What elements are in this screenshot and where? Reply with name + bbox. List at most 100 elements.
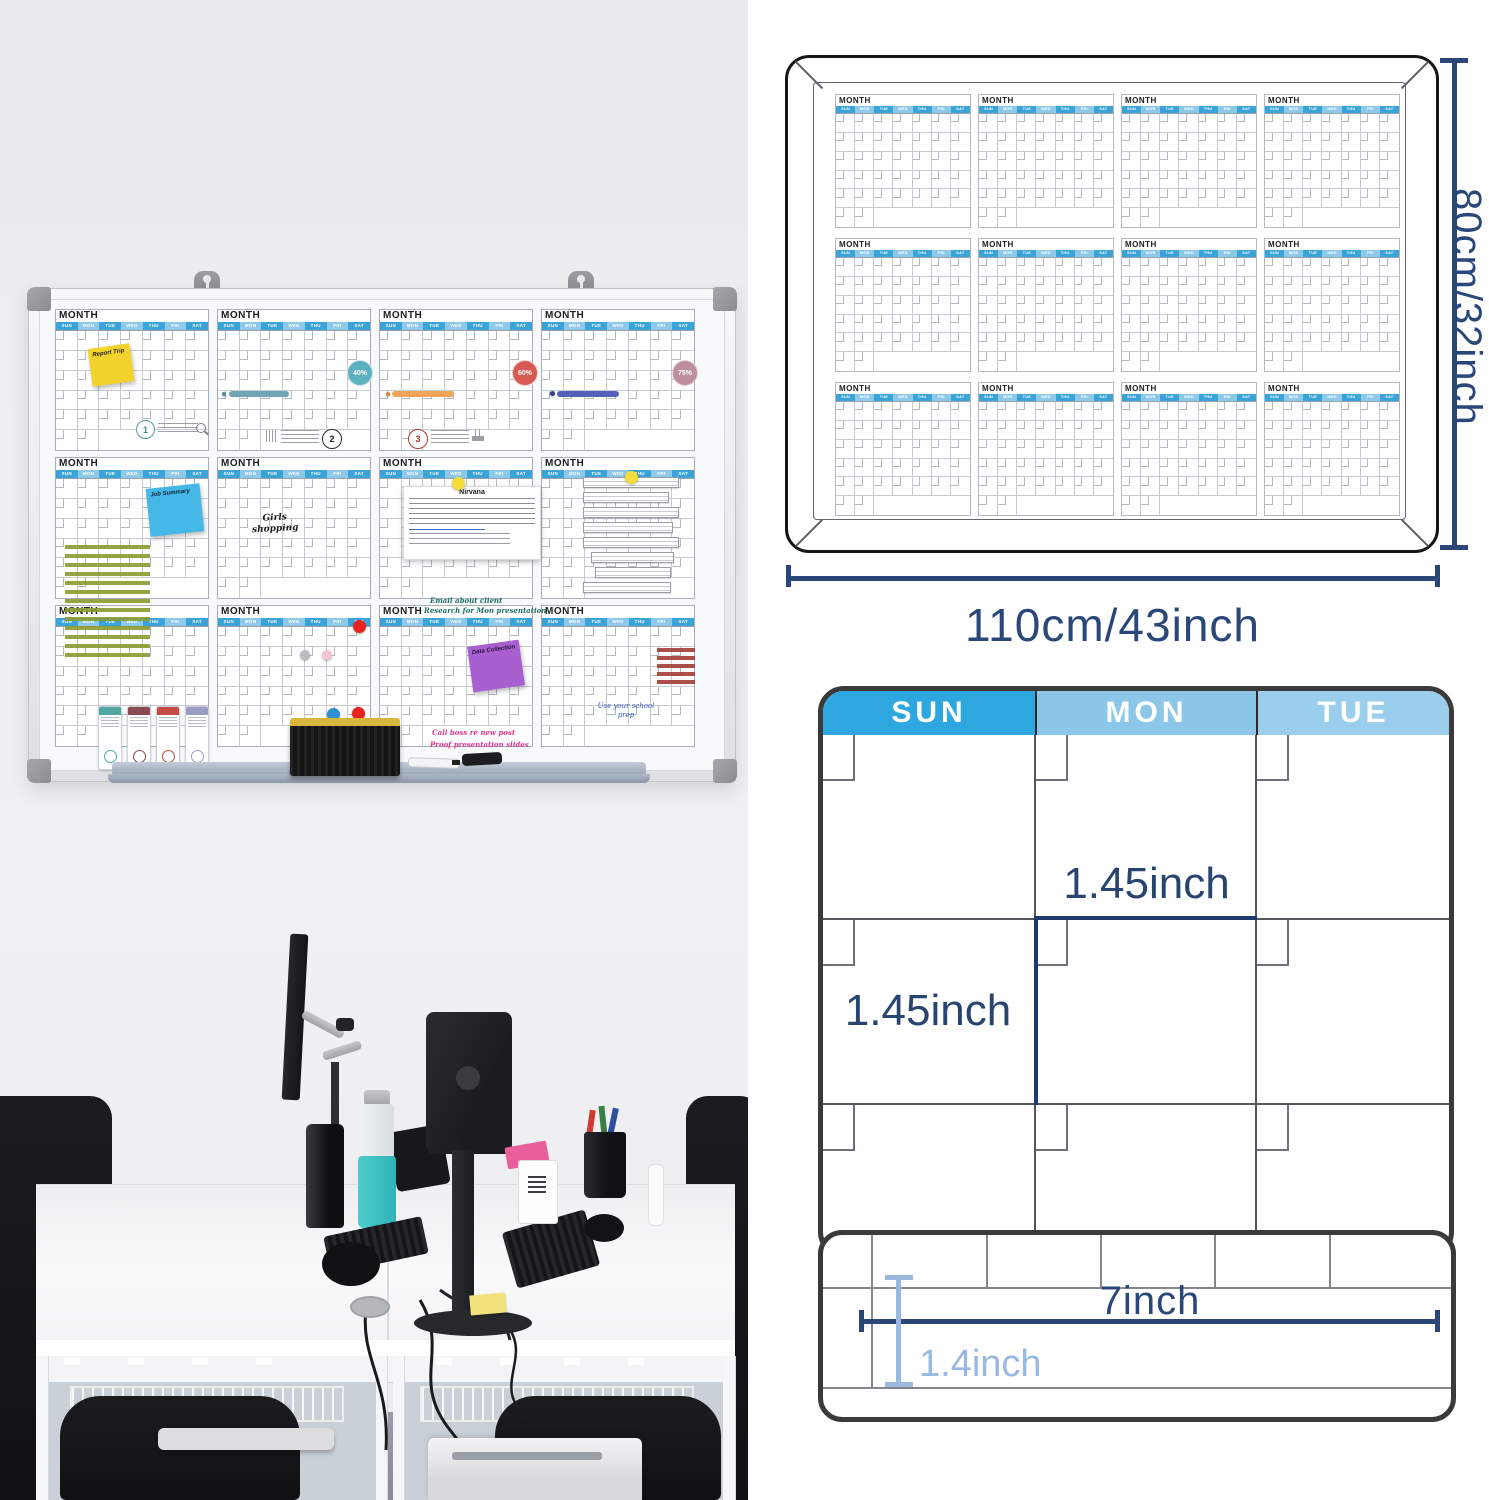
day-cell bbox=[874, 333, 894, 353]
day-cell bbox=[1265, 458, 1285, 478]
day-abbr: SUN bbox=[836, 106, 856, 113]
day-abbr: THU bbox=[628, 470, 651, 478]
day-cell bbox=[1093, 402, 1113, 421]
day-cell bbox=[1342, 208, 1361, 227]
day-cell bbox=[650, 410, 673, 431]
day-cell bbox=[998, 151, 1018, 171]
magnifier-icon bbox=[196, 423, 206, 433]
day-cell bbox=[380, 370, 402, 391]
day-cell bbox=[488, 390, 511, 411]
day-cell bbox=[142, 666, 165, 687]
day-cell bbox=[283, 410, 305, 431]
day-cell bbox=[261, 706, 284, 727]
day-cell bbox=[401, 666, 424, 687]
day-cell bbox=[510, 706, 532, 727]
day-cell bbox=[951, 352, 970, 371]
day-cell bbox=[1036, 132, 1056, 152]
day-cell bbox=[1160, 333, 1180, 353]
day-cell bbox=[912, 295, 932, 315]
handwriting-email: Email about client bbox=[430, 596, 503, 605]
day-cell bbox=[672, 686, 694, 707]
board-eraser bbox=[290, 722, 400, 776]
day-cell bbox=[445, 646, 467, 667]
day-cell bbox=[1160, 314, 1180, 334]
day-abbr: SUN bbox=[542, 322, 564, 330]
month-title: MONTH bbox=[383, 606, 423, 617]
day-abbr: MON bbox=[401, 470, 424, 478]
day-cell bbox=[186, 558, 208, 579]
day-cell bbox=[950, 295, 970, 315]
day-cell bbox=[380, 538, 402, 559]
day-abbr: TUE bbox=[99, 470, 122, 478]
magnet-pink bbox=[322, 650, 332, 660]
day-abbr: THU bbox=[1198, 106, 1218, 113]
day-cell bbox=[651, 726, 673, 746]
progress-dot bbox=[386, 392, 390, 396]
day-cell bbox=[1265, 151, 1285, 171]
day-cell bbox=[1055, 333, 1075, 353]
day-cell bbox=[1284, 208, 1304, 227]
strip-width-line bbox=[861, 1319, 1439, 1324]
diagram-month-grid: MONTH SUN MON TUE WED THU FRI SAT MONTH SUN MON TUE… bbox=[835, 94, 1400, 516]
day-cell bbox=[1284, 477, 1304, 497]
day-cell bbox=[326, 666, 349, 687]
magnet-red bbox=[353, 620, 366, 633]
day-cell bbox=[1017, 333, 1037, 353]
day-cell bbox=[239, 578, 262, 598]
day-abbr: FRI bbox=[164, 618, 187, 626]
day-cell bbox=[563, 646, 586, 667]
day-abbr: SAT bbox=[1093, 250, 1113, 257]
day-cell bbox=[1236, 189, 1256, 209]
day-abbr: TUE bbox=[1160, 250, 1180, 257]
day-cell bbox=[304, 666, 327, 687]
day-cell bbox=[56, 666, 78, 687]
day-cell bbox=[836, 333, 856, 353]
day-cell bbox=[998, 189, 1018, 209]
day-cell bbox=[1179, 276, 1199, 296]
day-abbr: SUN bbox=[218, 470, 240, 478]
day-cell bbox=[563, 430, 586, 450]
day-cell bbox=[1303, 295, 1323, 315]
day-cell bbox=[488, 350, 511, 371]
day-cell bbox=[261, 350, 284, 371]
day-cell bbox=[1341, 402, 1361, 421]
day-cell bbox=[1179, 151, 1199, 171]
day-abbr: MON bbox=[401, 618, 424, 626]
corner-cut bbox=[794, 60, 824, 90]
day-cell bbox=[1265, 314, 1285, 334]
day-cell bbox=[239, 726, 262, 746]
date-box bbox=[1257, 920, 1289, 966]
black-tumbler bbox=[306, 1124, 344, 1228]
day-abbr: SAT bbox=[510, 470, 533, 478]
day-cell bbox=[121, 331, 143, 351]
day-cell bbox=[1217, 276, 1237, 296]
day-cell bbox=[874, 352, 893, 371]
day-cell bbox=[239, 350, 262, 371]
day-cell bbox=[542, 498, 564, 519]
day-cell bbox=[1017, 477, 1037, 497]
day-cell bbox=[1322, 477, 1342, 497]
day-cell bbox=[912, 439, 932, 459]
day-cell bbox=[998, 208, 1018, 227]
month-grid-cells bbox=[1122, 401, 1256, 515]
month-title: MONTH bbox=[59, 458, 99, 469]
month-title: MONTH bbox=[839, 96, 871, 105]
day-cell bbox=[893, 189, 913, 209]
printer bbox=[428, 1438, 642, 1500]
day-cell bbox=[1017, 402, 1037, 421]
day-cell bbox=[77, 498, 100, 519]
column-line bbox=[1100, 1235, 1102, 1287]
day-abbr: THU bbox=[628, 618, 651, 626]
day-cell bbox=[950, 189, 970, 209]
day-cell bbox=[1055, 189, 1075, 209]
day-cell bbox=[348, 686, 370, 707]
day-cell bbox=[142, 686, 165, 707]
day-abbr: WED bbox=[607, 470, 629, 478]
day-cell bbox=[585, 370, 608, 391]
day-cell bbox=[1265, 276, 1285, 296]
frame-clip bbox=[128, 1358, 144, 1365]
